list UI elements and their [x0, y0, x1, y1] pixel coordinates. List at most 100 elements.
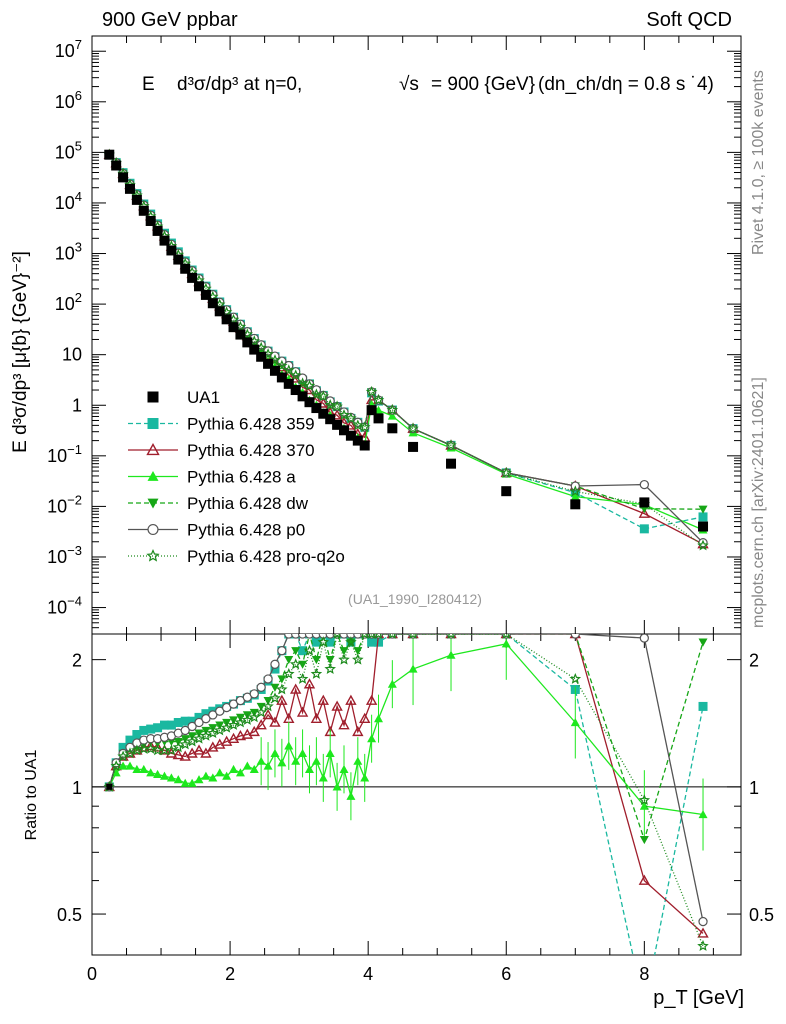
series-point-ratio [158, 744, 171, 755]
data-point [256, 351, 267, 362]
series-point-ratio [698, 701, 708, 711]
legend-label: Pythia 6.428 a [187, 468, 296, 487]
series-point-ratio [289, 658, 302, 670]
legend-entry: Pythia 6.428 a [128, 468, 296, 487]
data-point [131, 194, 142, 205]
series-point-ratio [117, 750, 129, 762]
series-point-main [331, 400, 343, 412]
series-point-ratio [132, 764, 142, 773]
series-point-ratio [249, 764, 259, 773]
series-point-ratio [365, 694, 378, 705]
series-point-ratio [193, 744, 205, 755]
series-point-ratio [697, 927, 709, 938]
series-point-main [345, 412, 357, 424]
tick-exponent: −1 [67, 442, 82, 457]
series-point-main [345, 419, 357, 430]
series-point-ratio [284, 656, 294, 665]
data-point [145, 215, 156, 226]
tick-exponent: 5 [75, 138, 82, 153]
series-point-ratio [374, 637, 384, 647]
series-point-ratio [144, 742, 157, 754]
series-point-ratio [255, 706, 267, 718]
data-points-layer [104, 149, 709, 532]
data-point [325, 414, 336, 425]
series-point-main [317, 390, 330, 402]
series-point-ratio [570, 634, 580, 639]
series-point-ratio [698, 916, 708, 927]
series-point-ratio [234, 729, 247, 741]
legend-label: Pythia 6.428 p0 [187, 521, 305, 540]
legend-entry: Pythia 6.428 pro-q2o [128, 547, 345, 566]
data-point [501, 486, 512, 497]
tick-base: 10 [47, 547, 67, 567]
ratio-series-2 [104, 634, 708, 851]
ratio-tick-label-right: 0.5 [749, 905, 774, 925]
series-point-ratio [180, 778, 190, 787]
series-point-main [698, 512, 708, 522]
series-point-main [407, 422, 419, 434]
data-point [124, 183, 135, 194]
series-point-ratio [311, 656, 321, 665]
side-label-bottom: mcplots.cern.ch [arXiv:2401.10621] [750, 377, 767, 628]
series-point-ratio [125, 761, 135, 770]
series-point-ratio [227, 719, 240, 730]
main-series-layer [103, 148, 709, 551]
ratio-tick-label-right: 2 [749, 651, 759, 671]
series-point-ratio [172, 741, 185, 753]
main-y-tick-label: 10−2 [47, 492, 82, 516]
series-point-ratio [139, 725, 149, 735]
series-point-ratio [353, 647, 363, 656]
series-point-ratio [332, 782, 342, 791]
x-ticks: 0 2 4 6 8 [87, 36, 714, 984]
series-point-main [303, 379, 316, 391]
series-point-ratio [409, 634, 417, 639]
series-line-ratio [108, 634, 704, 947]
legend-label: Pythia 6.428 359 [187, 415, 315, 434]
series-point-ratio [291, 756, 301, 765]
data-point [408, 441, 419, 452]
tick-base: 10 [55, 193, 75, 213]
main-y-tick-label: 103 [55, 240, 82, 264]
tick-exponent: 7 [75, 37, 82, 52]
series-point-ratio [311, 756, 321, 765]
series-point-ratio [374, 714, 384, 723]
series-point-ratio [200, 747, 212, 758]
series-point-ratio [697, 939, 709, 951]
legend-marker [146, 443, 160, 456]
series-point-ratio [173, 775, 183, 784]
series-point-ratio [173, 717, 183, 727]
tick-base: 10 [55, 294, 75, 314]
series-point-main [296, 377, 309, 389]
data-point [138, 205, 149, 216]
series-point-main [317, 397, 329, 408]
tick-base: 10 [55, 142, 75, 162]
title-sqrt: √s [399, 74, 419, 95]
series-point-ratio [283, 667, 295, 679]
series-point-ratio [200, 729, 212, 741]
series-point-ratio [166, 773, 176, 782]
data-point [387, 423, 398, 434]
data-point [180, 263, 191, 274]
data-point [207, 298, 218, 309]
series-point-ratio [698, 810, 708, 819]
series-point-ratio [325, 748, 335, 757]
series-point-ratio [270, 664, 280, 674]
series-point-ratio [269, 692, 281, 704]
series-point-ratio [317, 636, 330, 648]
title-energy: = 900 {GeV} [431, 74, 535, 95]
series-point-ratio [144, 739, 157, 751]
series-point-ratio [298, 660, 308, 669]
series-point-ratio [179, 738, 191, 750]
series-point-main [365, 385, 378, 397]
ratio-tick-label-left: 1 [72, 778, 82, 798]
series-point-ratio [124, 747, 136, 759]
series-point-ratio [241, 728, 254, 739]
data-ratio-point [106, 783, 113, 790]
series-point-ratio [345, 694, 357, 705]
series-point-ratio [638, 874, 651, 885]
data-point [339, 425, 350, 436]
series-point-ratio [640, 1003, 649, 1012]
series-point-ratio [159, 771, 169, 780]
legend-entry: Pythia 6.428 370 [128, 441, 315, 460]
series-point-ratio [303, 644, 316, 656]
